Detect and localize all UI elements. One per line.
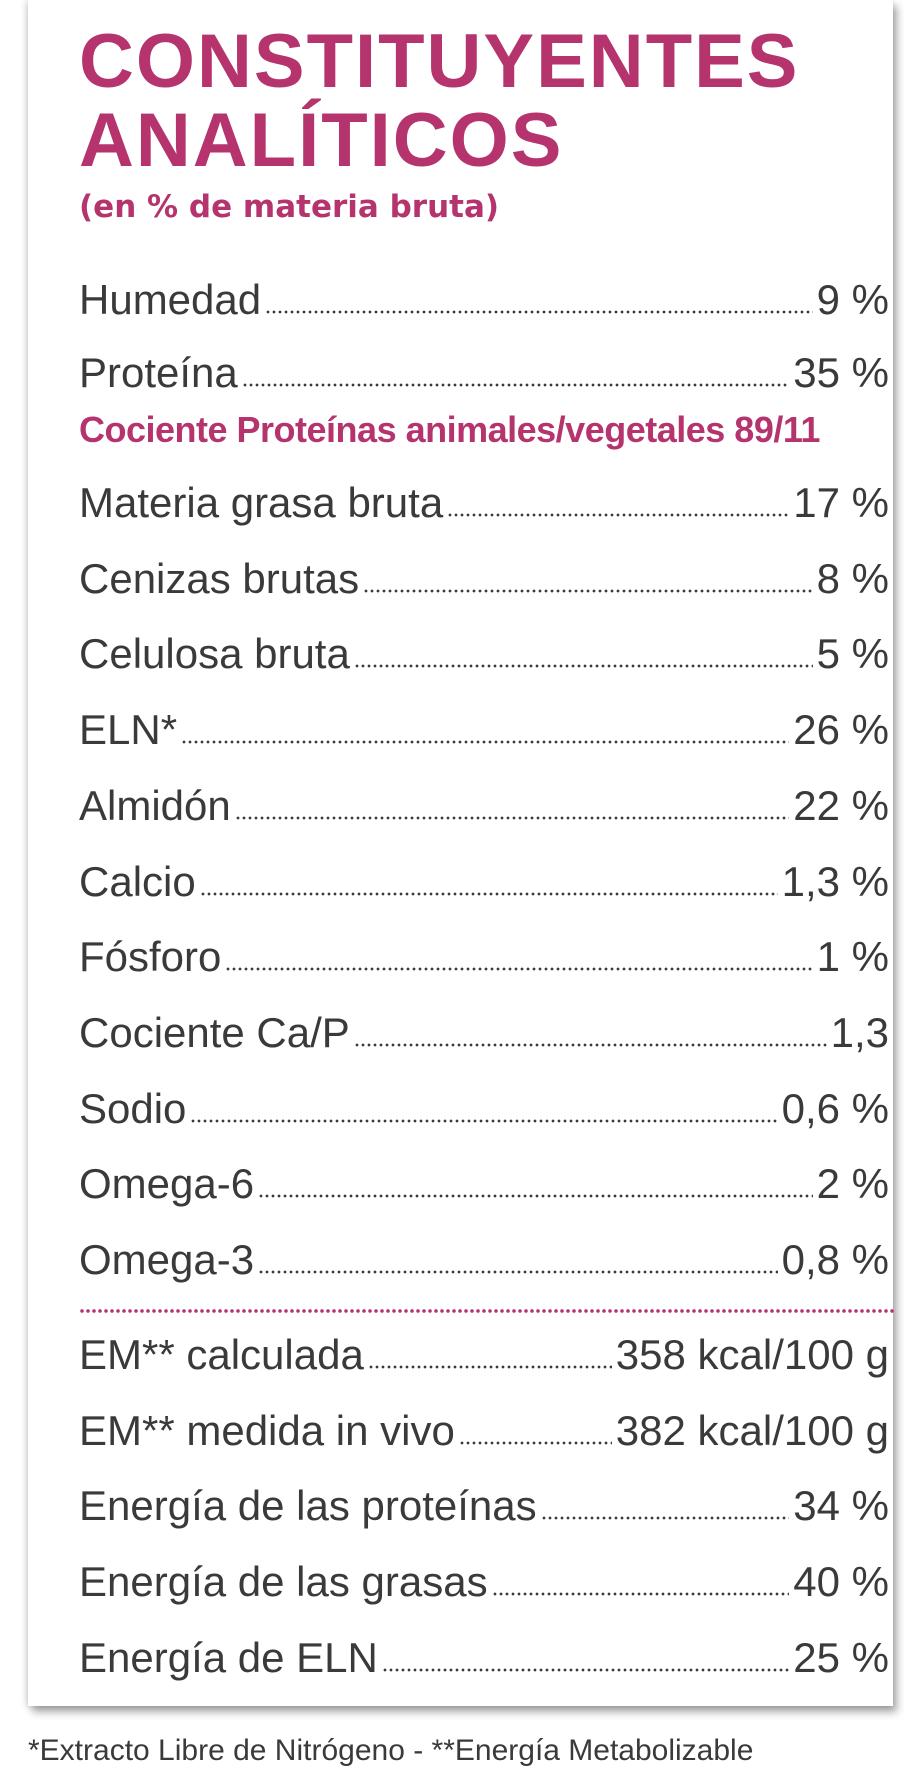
nutrient-row: Humedad 9 % bbox=[79, 270, 889, 330]
title-line: CONSTITUYENTES bbox=[79, 19, 800, 104]
row-value: 8 % bbox=[816, 554, 889, 602]
nutrient-row: Almidón 22 % bbox=[79, 776, 889, 836]
row-label: Humedad bbox=[79, 276, 262, 323]
row-value: 22 % bbox=[793, 781, 889, 829]
dot-leader bbox=[258, 1270, 778, 1274]
row-label: Fósforo bbox=[79, 933, 222, 981]
row-value: 25 % bbox=[793, 1633, 889, 1681]
row-label: EM** medida in vivo bbox=[79, 1406, 455, 1454]
row-label: Proteína bbox=[79, 349, 238, 396]
protein-ratio: Cociente Proteínas animales/vegetales 89… bbox=[79, 409, 820, 450]
row-value: 1,3 % bbox=[781, 857, 889, 905]
dot-leader bbox=[458, 1440, 612, 1445]
nutrient-row: Celulosa bruta 5 % bbox=[79, 624, 889, 684]
nutrient-row: Cenizas brutas 8 % bbox=[79, 549, 889, 609]
row-label: Omega-6 bbox=[79, 1160, 255, 1208]
row-value: 40 % bbox=[793, 1558, 889, 1606]
nutrient-row: Sodio 0,6 % bbox=[79, 1079, 889, 1139]
dot-leader bbox=[381, 1667, 790, 1672]
nutrient-row: ELN* 26 % bbox=[79, 700, 889, 760]
separator bbox=[79, 1309, 894, 1313]
nutrient-row: EM** calculada 358 kcal/100 g bbox=[79, 1325, 889, 1385]
row-value: 5 % bbox=[816, 630, 889, 678]
dot-leader bbox=[491, 1592, 790, 1597]
nutrient-row: Omega-3 0,8 % bbox=[79, 1230, 889, 1290]
dot-leader bbox=[265, 310, 813, 314]
row-value: 0,8 % bbox=[781, 1236, 889, 1283]
row-label: Materia grasa bruta bbox=[79, 479, 444, 526]
row-value: 0,6 % bbox=[781, 1084, 889, 1132]
row-label: Energía de las grasas bbox=[79, 1558, 488, 1606]
nutrient-row: Calcio 1,3 % bbox=[79, 852, 889, 912]
dot-leader bbox=[258, 1194, 813, 1199]
dot-leader bbox=[241, 383, 790, 387]
nutrient-row: Energía de ELN 25 % bbox=[79, 1628, 889, 1688]
row-value: 17 % bbox=[793, 479, 889, 526]
nutrient-row: Omega-6 2 % bbox=[79, 1154, 889, 1214]
row-label: Sodio bbox=[79, 1084, 187, 1132]
dot-leader bbox=[225, 967, 813, 972]
row-value: 34 % bbox=[793, 1482, 889, 1530]
row-label: Cenizas brutas bbox=[79, 554, 360, 602]
dot-leader bbox=[367, 1365, 612, 1369]
nutrient-row: Proteína 35 % bbox=[79, 343, 889, 403]
title-line: ANALÍTICOS bbox=[79, 98, 564, 183]
row-label: Omega-3 bbox=[79, 1236, 255, 1283]
card: CONSTITUYENTES ANALÍTICOS (en % de mater… bbox=[28, 0, 894, 1706]
dot-leader bbox=[353, 664, 813, 669]
row-value: 26 % bbox=[793, 706, 889, 754]
dot-leader bbox=[190, 1118, 778, 1123]
row-label: Almidón bbox=[79, 781, 231, 829]
row-label: ELN* bbox=[79, 706, 178, 754]
footnote: *Extracto Libre de Nitrógeno - **Energía… bbox=[28, 1734, 754, 1767]
dot-leader bbox=[363, 588, 813, 593]
nutrient-row: Energía de las grasas 40 % bbox=[79, 1552, 889, 1612]
row-value: 1,3 bbox=[830, 1008, 889, 1056]
row-value: 9 % bbox=[816, 276, 889, 323]
nutrient-row: Fósforo 1 % bbox=[79, 927, 889, 987]
dot-leader bbox=[447, 513, 790, 517]
nutrient-row: Materia grasa bruta 17 % bbox=[79, 473, 889, 533]
nutrient-row: Cociente Ca/P 1,3 bbox=[79, 1003, 889, 1063]
subtitle: (en % de materia bruta) bbox=[79, 189, 500, 225]
row-label: Cociente Ca/P bbox=[79, 1008, 350, 1056]
row-label: EM** calculada bbox=[79, 1331, 364, 1378]
dot-leader bbox=[234, 815, 790, 820]
dot-leader bbox=[353, 1042, 827, 1047]
row-value: 35 % bbox=[793, 349, 889, 396]
row-value: 358 kcal/100 g bbox=[615, 1331, 889, 1378]
row-value: 1 % bbox=[816, 933, 889, 981]
dot-leader bbox=[199, 891, 778, 896]
nutrient-row: Energía de las proteínas 34 % bbox=[79, 1476, 889, 1536]
dot-leader bbox=[181, 740, 790, 745]
row-label: Energía de ELN bbox=[79, 1633, 378, 1681]
row-label: Energía de las proteínas bbox=[79, 1482, 537, 1530]
row-label: Calcio bbox=[79, 857, 196, 905]
row-value: 2 % bbox=[816, 1160, 889, 1208]
dot-leader bbox=[540, 1516, 790, 1521]
nutrient-row: EM** medida in vivo 382 kcal/100 g bbox=[79, 1401, 889, 1461]
row-label: Celulosa bruta bbox=[79, 630, 350, 678]
row-value: 382 kcal/100 g bbox=[615, 1406, 889, 1454]
